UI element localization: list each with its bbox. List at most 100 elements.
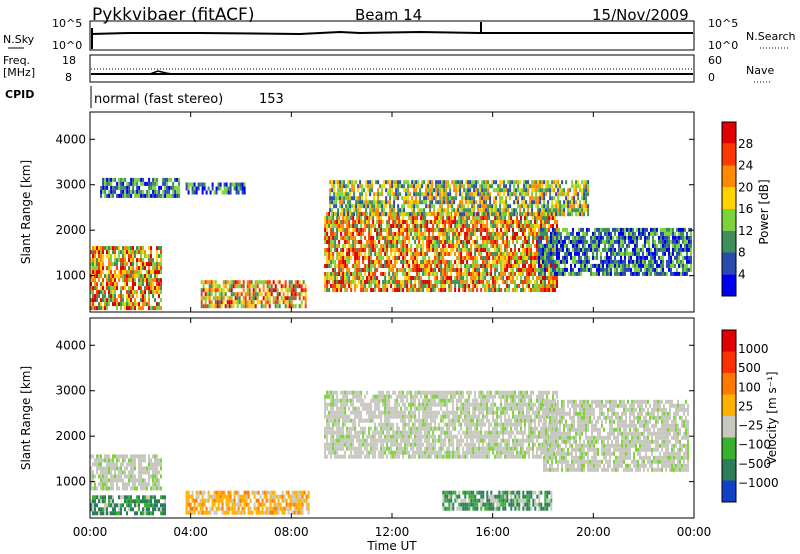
heatmap-cell [527,212,530,217]
heatmap-cell [604,243,606,248]
heatmap-cell [494,220,497,224]
heatmap-cell [246,292,249,297]
heatmap-cell [477,180,480,185]
heatmap-cell [222,300,225,305]
heatmap-cell [525,192,528,197]
heatmap-cell [128,266,130,271]
heatmap-cell [646,271,648,276]
heatmap-cell [459,204,462,209]
heatmap-cell [666,263,668,268]
heatmap-cell [128,185,131,190]
heatmap-cell [342,236,345,240]
heatmap-cell [233,186,236,191]
heatmap-cell [542,251,544,256]
heatmap-cell [344,256,347,260]
heatmap-cell [445,184,448,189]
heatmap-cell [132,458,134,463]
heatmap-cell [395,180,398,185]
heatmap-cell [445,200,448,205]
heatmap-cell [552,263,554,268]
heatmap-cell [110,290,112,295]
heatmap-cell [497,212,500,217]
heatmap-cell [508,224,511,228]
heatmap-cell [558,267,560,272]
heatmap-cell [362,248,365,252]
heatmap-cell [374,264,377,268]
heatmap-cell [502,240,505,244]
heatmap-cell [600,263,602,268]
heatmap-cell [582,247,584,252]
heatmap-cell [528,240,530,244]
heatmap-cell [528,276,530,280]
heatmap-cell [528,268,530,272]
heatmap-cell [126,250,128,255]
heatmap-cell [366,212,369,216]
heatmap-cell [406,288,409,292]
heatmap-cell [217,182,220,187]
heatmap-cell [130,189,133,194]
heatmap-cell [466,276,469,280]
heatmap-cell [364,264,367,268]
heatmap-cell [450,224,453,228]
heatmap-cell [250,284,253,289]
heatmap-cell [419,212,422,217]
heatmap-cell [114,278,116,283]
heatmap-cell [421,212,424,217]
heatmap-cell [584,243,586,248]
heatmap-cell [646,263,648,268]
heatmap-cell [459,188,462,193]
heatmap-cell [90,470,92,475]
heatmap-cell [556,224,558,228]
heatmap-cell [362,280,365,284]
heatmap-cell [666,235,668,240]
heatmap-cell [372,288,375,292]
heatmap-cell [464,240,467,244]
heatmap-cell [170,193,173,198]
heatmap-cell [441,184,444,189]
heatmap-cell [506,268,509,272]
heatmap-cell [583,180,586,185]
heatmap-cell [476,288,479,292]
heatmap-cell [122,495,124,500]
heatmap-cell [522,284,524,288]
heatmap-cell [334,284,337,288]
heatmap-cell [328,216,331,220]
heatmap-cell [199,506,202,511]
heatmap-cell [470,232,473,236]
heatmap-cell [367,188,370,193]
heatmap-cell [636,255,638,260]
heatmap-cell [469,180,472,185]
heatmap-cell [365,200,368,205]
heatmap-cell [546,236,548,240]
heatmap-cell [456,228,459,232]
heatmap-cell [437,200,440,205]
heatmap-cell [552,240,554,244]
heatmap-cell [632,235,634,240]
heatmap-cell [540,251,542,256]
heatmap-cell [408,248,411,252]
heatmap-cell [500,244,503,248]
heatmap-cell [116,246,118,251]
heatmap-cell [152,282,154,287]
heatmap-cell [328,224,331,228]
heatmap-cell [435,192,438,197]
heatmap-cell [578,231,580,236]
heatmap-cell [459,184,462,189]
heatmap-cell [432,260,435,264]
heatmap-cell [488,228,491,232]
heatmap-cell [684,271,686,276]
heatmap-cell [393,192,396,197]
heatmap-cell [345,212,348,217]
heatmap-cell [110,258,112,263]
heatmap-cell [328,236,331,240]
heatmap-cell [548,224,550,228]
heatmap-cell [474,240,477,244]
heatmap-cell [172,181,175,186]
heatmap-cell [527,180,530,185]
heatmap-cell [508,256,511,260]
heatmap-cell [340,236,343,240]
heatmap-cell [146,495,148,500]
heatmap-cell [428,244,431,248]
heatmap-cell [434,268,437,272]
heatmap-cell [154,503,156,508]
